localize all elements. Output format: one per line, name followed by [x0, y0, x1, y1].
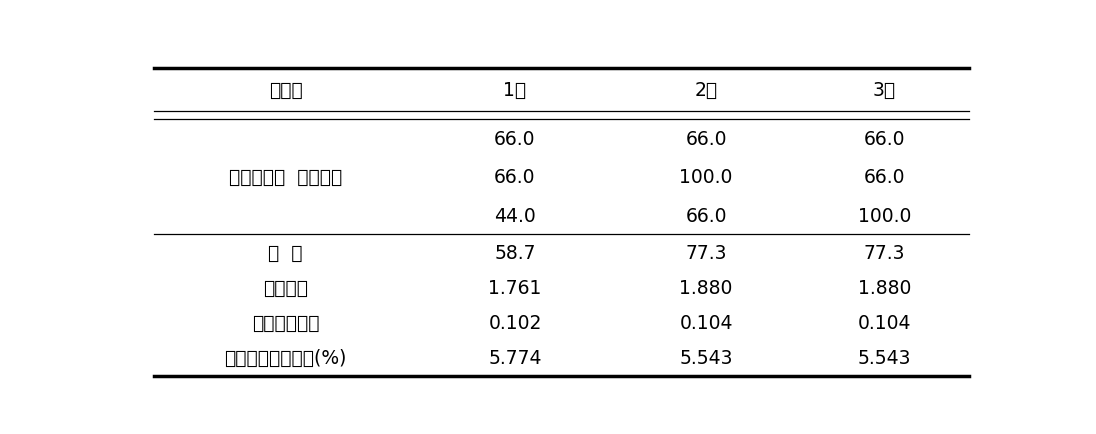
- Text: 66.0: 66.0: [864, 168, 905, 187]
- Text: 기하평균: 기하평균: [263, 278, 308, 297]
- Text: 평  균: 평 균: [269, 243, 302, 262]
- Text: 0.104: 0.104: [680, 313, 733, 332]
- Text: 기하상대표준편차(%): 기하상대표준편차(%): [225, 348, 346, 367]
- Text: 5.774: 5.774: [488, 348, 541, 367]
- Text: 1.880: 1.880: [680, 278, 733, 297]
- Text: 100.0: 100.0: [858, 206, 911, 225]
- Text: 66.0: 66.0: [864, 129, 905, 148]
- Text: 1.761: 1.761: [489, 278, 541, 297]
- Text: 66.0: 66.0: [494, 168, 536, 187]
- Text: 44.0: 44.0: [494, 206, 536, 225]
- Text: 77.3: 77.3: [864, 243, 905, 262]
- Text: 기하표준편차: 기하표준편차: [252, 313, 319, 332]
- Text: 77.3: 77.3: [685, 243, 727, 262]
- Text: 5.543: 5.543: [858, 348, 911, 367]
- Text: 66.0: 66.0: [494, 129, 536, 148]
- Text: 시료명: 시료명: [269, 81, 302, 100]
- Text: 1일: 1일: [503, 81, 526, 100]
- Text: 부지경계선  표준시료: 부지경계선 표준시료: [229, 168, 342, 187]
- Text: 58.7: 58.7: [494, 243, 536, 262]
- Text: 0.102: 0.102: [489, 313, 541, 332]
- Text: 0.104: 0.104: [858, 313, 911, 332]
- Text: 1.880: 1.880: [858, 278, 911, 297]
- Text: 66.0: 66.0: [685, 129, 727, 148]
- Text: 2일: 2일: [695, 81, 718, 100]
- Text: 100.0: 100.0: [680, 168, 733, 187]
- Text: 3일: 3일: [872, 81, 897, 100]
- Text: 5.543: 5.543: [680, 348, 733, 367]
- Text: 66.0: 66.0: [685, 206, 727, 225]
